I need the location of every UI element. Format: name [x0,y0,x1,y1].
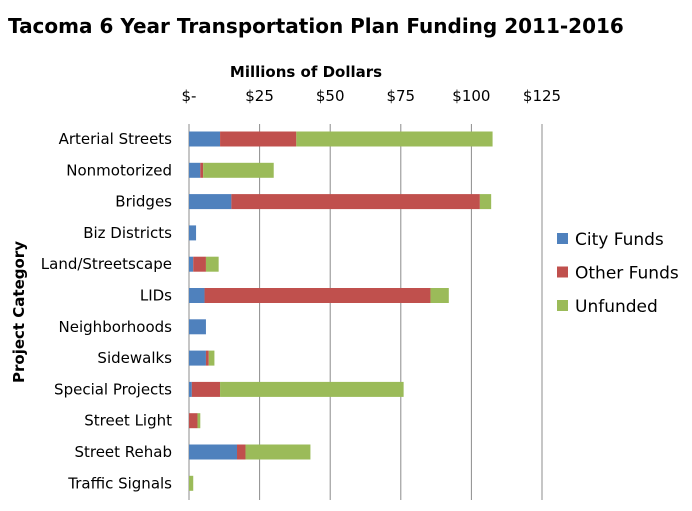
y-axis-title: Project Category [10,241,28,383]
category-label: Special Projects [54,380,172,398]
bar-segment [231,194,480,210]
bars [189,131,493,491]
bar-segment [237,444,246,460]
category-label: Nonmotorized [66,161,172,179]
category-label: Street Rehab [74,443,172,461]
category-label: Traffic Signals [67,474,172,492]
bar-segment [296,131,493,147]
bar-segment [189,225,197,241]
bar-segment [479,194,492,210]
bar-segment [189,256,194,272]
bar-segment [204,288,431,303]
legend-label: Unfunded [575,297,658,317]
legend-swatch [557,266,568,278]
bar-segment [189,475,194,491]
x-tick-labels: $- $25 $50 $75 $100 $125 [182,87,562,105]
category-label: Arterial Streets [59,130,173,148]
bar-segment [197,413,201,429]
bar-segment [205,256,219,272]
x-tick-label: $25 [245,87,274,105]
x-tick-label: $- [182,87,197,105]
legend: City Funds Other Funds Unfunded [557,230,679,317]
bar-segment [189,194,232,210]
bar-segment [430,288,449,303]
category-label: Biz Districts [83,224,172,242]
bar-segment [203,162,274,178]
category-label: Sidewalks [97,349,172,367]
bar-segment [189,162,201,178]
bar-segment [220,131,297,147]
x-tick-label: $125 [523,87,561,105]
bar-segment [208,350,215,366]
bar-segment [189,319,206,335]
bar-segment [189,381,192,397]
bar-segment [189,350,206,366]
category-labels: Arterial Streets Nonmotorized Bridges Biz D… [41,130,172,492]
x-tick-label: $75 [386,87,415,105]
legend-label: Other Funds [575,264,679,284]
legend-swatch [557,300,568,311]
bar-segment [189,413,198,429]
bar-segment [191,381,221,397]
bar-segment [220,381,404,397]
gridlines [188,124,543,500]
category-label: Land/Streetscape [41,255,172,273]
bar-segment [189,131,221,147]
legend-label: City Funds [575,230,664,250]
category-label: Neighborhoods [59,318,173,336]
bar-segment [193,256,206,272]
bar-segment [189,444,238,460]
bar-segment [189,288,205,303]
bar-segment [205,350,209,366]
category-label: Street Light [84,412,172,430]
chart-title: Tacoma 6 Year Transportation Plan Fundin… [8,14,624,38]
bar-segment [245,444,311,460]
x-axis-title: Millions of Dollars [230,63,382,81]
bar-segment [200,162,204,178]
category-label: LIDs [140,287,172,305]
legend-swatch [557,233,568,244]
x-tick-label: $100 [452,87,490,105]
x-tick-label: $50 [316,87,345,105]
category-label: Bridges [115,193,172,211]
